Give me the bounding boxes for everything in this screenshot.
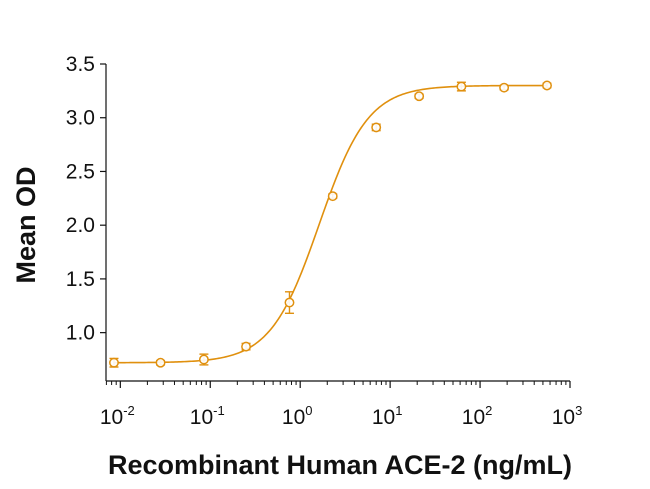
- data-point: [542, 80, 552, 91]
- y-tick-label: 3.5: [66, 53, 95, 76]
- y-axis: 1.0 1.5 2.0 2.5 3.0 3.5: [66, 53, 107, 381]
- x-tick-label: 10-1: [190, 403, 225, 429]
- x-axis: 10-2 10-1 100 101 102 103: [100, 380, 583, 429]
- x-tick-exponent: 3: [575, 403, 582, 418]
- x-tick-label: 100: [282, 403, 313, 429]
- x-tick-base: 10: [372, 406, 395, 429]
- data-point: [371, 122, 382, 133]
- data-point: [155, 357, 166, 368]
- fit-curve: [113, 84, 547, 364]
- y-axis-title: Mean OD: [11, 166, 41, 283]
- x-tick-label: 101: [372, 403, 403, 429]
- y-tick-label: 3.0: [66, 107, 95, 130]
- data-point: [327, 191, 338, 202]
- x-tick-base: 10: [100, 406, 123, 429]
- x-tick-base: 10: [282, 406, 305, 429]
- x-tick-exponent: -2: [123, 403, 135, 418]
- x-tick-label: 102: [462, 403, 493, 429]
- y-tick-label: 2.5: [66, 160, 95, 183]
- y-tick-label: 1.5: [66, 268, 95, 291]
- x-tick-base: 10: [190, 406, 213, 429]
- data-point: [241, 341, 251, 352]
- x-tick-label: 10-2: [100, 403, 135, 429]
- data-point: [109, 357, 119, 368]
- x-tick-exponent: 1: [395, 403, 402, 418]
- y-tick-label: 1.0: [66, 322, 95, 345]
- y-tick-label: 2.0: [66, 214, 95, 237]
- x-tick-base: 10: [462, 406, 485, 429]
- data-point: [414, 91, 425, 102]
- x-tick-base: 10: [552, 406, 575, 429]
- data-point: [456, 81, 467, 92]
- x-tick-label: 103: [552, 403, 583, 429]
- data-point: [198, 354, 209, 365]
- data-point: [499, 82, 510, 93]
- data-point: [284, 297, 295, 308]
- x-axis-title: Recombinant Human ACE-2 (ng/mL): [108, 450, 572, 480]
- x-tick-exponent: -1: [213, 403, 225, 418]
- x-tick-exponent: 0: [305, 403, 312, 418]
- x-tick-exponent: 2: [485, 403, 492, 418]
